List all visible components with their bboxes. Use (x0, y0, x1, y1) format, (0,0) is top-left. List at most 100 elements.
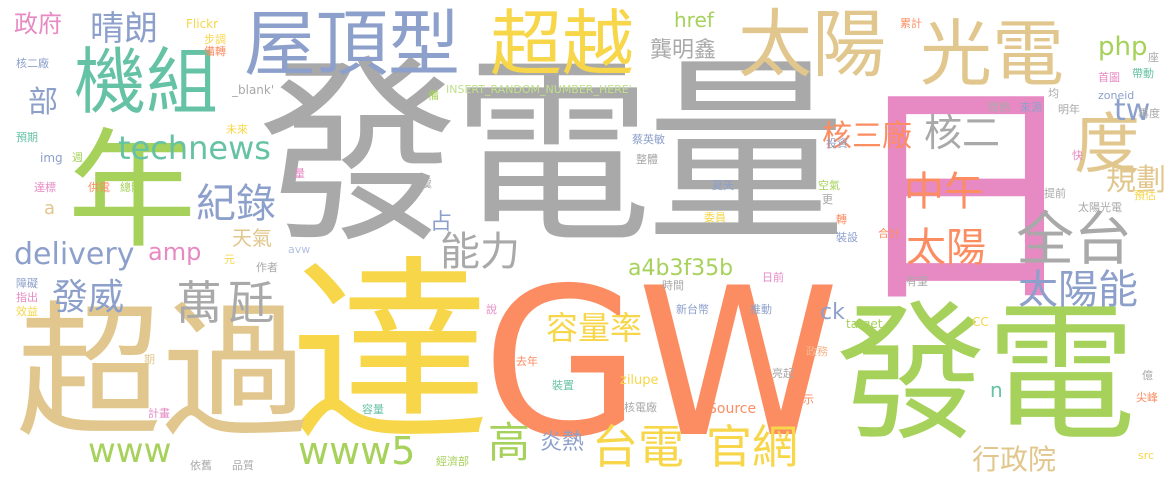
word-a4b3f35b: a4b3f35b (628, 256, 734, 281)
word-fadianliang: 發電量 (258, 38, 846, 271)
word-hesanchang: 核三廠 (822, 119, 912, 154)
word-shuo: 說 (486, 303, 497, 316)
word-zhuangshe: 裝設 (836, 231, 858, 244)
word-geng: 更 (822, 193, 833, 206)
word-yuqi: 預期 (16, 131, 38, 144)
word-www: www (88, 431, 172, 471)
word-tianqi: 天氣 (232, 226, 272, 250)
word-wenre: 問熱 (988, 101, 1010, 114)
word-mingnian: 明年 (1058, 103, 1080, 116)
word-weilai: 未來 (226, 123, 248, 136)
word-yanre: 炎熱 (540, 430, 585, 455)
word-qunian: 去年 (516, 355, 538, 368)
word-www5: www5 (298, 429, 416, 473)
word-guangdian: 光電 (920, 12, 1065, 96)
word-zaidu: 再度 (1138, 107, 1160, 120)
word-zhichu: 指出 (16, 291, 38, 304)
word-taiyang-big: 太陽 (738, 2, 886, 88)
word-qi: 期 (144, 353, 155, 366)
word-yi: 億 (1142, 369, 1153, 382)
word-liangqi: 亮起 (772, 367, 794, 380)
word-rongliang: 容量率 (546, 309, 643, 347)
word-zhuangzhi: 裝置 (552, 379, 574, 392)
word-zhangai: 障礙 (16, 277, 38, 290)
word-heji: 合計 (878, 227, 900, 240)
word-xiaoyi: 效益 (16, 305, 38, 318)
word-daidong: 帶動 (1132, 67, 1154, 80)
word-technews: technews (118, 129, 271, 167)
word-zilupe: zilupe (620, 373, 659, 388)
word-taiyangneng: 太陽能 (1018, 267, 1138, 313)
word-riqian: 日前 (762, 271, 784, 284)
word-da: 達 (290, 239, 491, 472)
word-fawei: 發威 (52, 277, 125, 318)
word-taidian: 台電 (592, 420, 684, 474)
word-jilu: 紀錄 (196, 181, 276, 227)
word-dabiao: 達標 (34, 181, 56, 194)
word-cc: CC (972, 315, 989, 329)
word-zhou: 週 (72, 151, 83, 164)
word-nian: 年 (68, 117, 197, 266)
word-zoneid: zoneid (1098, 89, 1135, 102)
word-zhan: 占 (430, 210, 453, 235)
word-zhengwu: 政務 (806, 345, 828, 358)
word-rongliang2: 容量 (362, 403, 384, 416)
word-jizu: 機組 (74, 40, 219, 124)
word-flickr: Flickr (186, 17, 219, 31)
word-yijiu: 依舊 (190, 459, 212, 472)
word-xingzhengyuan: 行政院 (972, 443, 1057, 476)
word-zhengfu: 政府 (14, 10, 62, 38)
word-tw: tw (1114, 93, 1151, 128)
word-delivery: delivery (14, 237, 135, 272)
word-a: a (44, 198, 56, 219)
word-kongqi: 空氣 (818, 179, 840, 192)
word-her: 核二 (924, 111, 1001, 155)
word-blank: _blank' (232, 83, 275, 97)
word-youwang: 有望 (906, 275, 928, 288)
word-img: img (40, 151, 63, 165)
word-chaoyue: 超越 (490, 2, 635, 86)
word-heerchang: 核二廠 (16, 57, 49, 70)
word-caiyingmin: 蔡英敏 (632, 133, 665, 146)
word-insert: INSERT_RANDOM_NUMBER_HERE' (446, 83, 632, 96)
word-xiatian: 夏天 (712, 179, 734, 192)
word-beizhuan: 備轉 (204, 45, 226, 58)
word-fadian: 發電 (836, 288, 1137, 462)
word-budiao: 步調 (204, 33, 226, 46)
word-jun: 均 (1048, 87, 1059, 100)
word-wuyu: 無虞 (410, 177, 432, 190)
word-zuo: 座 (1148, 51, 1159, 64)
word-taiyangguangdian: 太陽光電 (1078, 201, 1122, 214)
word-qinglang: 晴朗 (90, 9, 158, 49)
word-ck: ck (820, 300, 845, 325)
word-wudingxing: 屋頂型 (244, 2, 461, 86)
word-touzi: 投資 (826, 137, 848, 150)
word-chaoguo: 超過 (16, 288, 308, 458)
word-target: target (846, 317, 883, 331)
word-src: src (1138, 449, 1155, 462)
word-weiyuan: 委員 (704, 211, 726, 224)
word-laiyuan: 來源 (1020, 101, 1042, 114)
word-href: href (674, 8, 714, 32)
word-nengli: 能力 (440, 229, 520, 275)
word-zhengti: 整體 (636, 153, 658, 166)
word-leiji: 累計 (900, 17, 922, 30)
word-tuidong: 推動 (750, 303, 772, 316)
word-zuozhe: 作者 (256, 261, 278, 274)
word-zongti: 總體 (120, 181, 142, 194)
word-tiqian: 提前 (1044, 187, 1066, 200)
word-amp: amp (148, 238, 202, 266)
word-php: php (1098, 32, 1148, 62)
word-shoutu: 首圖 (1098, 71, 1120, 84)
word-gongmingxin: 龔明鑫 (650, 38, 717, 63)
word-liang: 量 (294, 167, 305, 180)
word-bu: 部 (28, 85, 58, 120)
word-yuan: 元 (224, 253, 235, 266)
word-guanwang: 官網 (706, 420, 798, 474)
word-kuai: 快 (1072, 149, 1083, 162)
word-yugu: 預估 (1134, 189, 1156, 202)
word-bei: 備 (428, 89, 439, 102)
word-hediancchang: 核電廠 (624, 401, 657, 414)
word-jihua: 計畫 (148, 407, 170, 420)
